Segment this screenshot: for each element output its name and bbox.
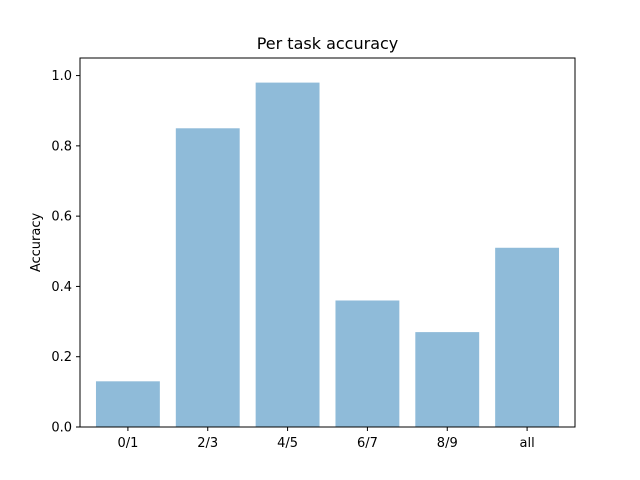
y-tick-label: 0.0 <box>51 421 72 436</box>
x-tick-label: 8/9 <box>437 436 458 451</box>
bar-all <box>495 248 559 427</box>
bar-8-9 <box>415 332 479 427</box>
y-tick-label: 0.8 <box>51 139 72 154</box>
chart-title: Per task accuracy <box>257 34 399 53</box>
y-tick-label: 1.0 <box>51 69 72 84</box>
x-tick-label: all <box>519 436 534 451</box>
bar-4-5 <box>256 83 320 427</box>
y-axis-label: Accuracy <box>29 213 44 273</box>
x-tick-label: 2/3 <box>197 436 218 451</box>
x-axis-ticks: 0/1 2/3 4/5 6/7 8/9 all <box>117 427 534 451</box>
y-tick-label: 0.6 <box>51 210 72 225</box>
x-tick-label: 4/5 <box>277 436 298 451</box>
x-tick-label: 6/7 <box>357 436 378 451</box>
y-axis-ticks: 0.0 0.2 0.4 0.6 0.8 1.0 <box>51 69 80 435</box>
y-tick-label: 0.2 <box>51 350 72 365</box>
bar-0-1 <box>96 381 160 427</box>
bar-2-3 <box>176 128 240 427</box>
bars <box>96 83 559 427</box>
x-tick-label: 0/1 <box>117 436 138 451</box>
y-tick-label: 0.4 <box>51 280 72 295</box>
bar-6-7 <box>335 300 399 427</box>
